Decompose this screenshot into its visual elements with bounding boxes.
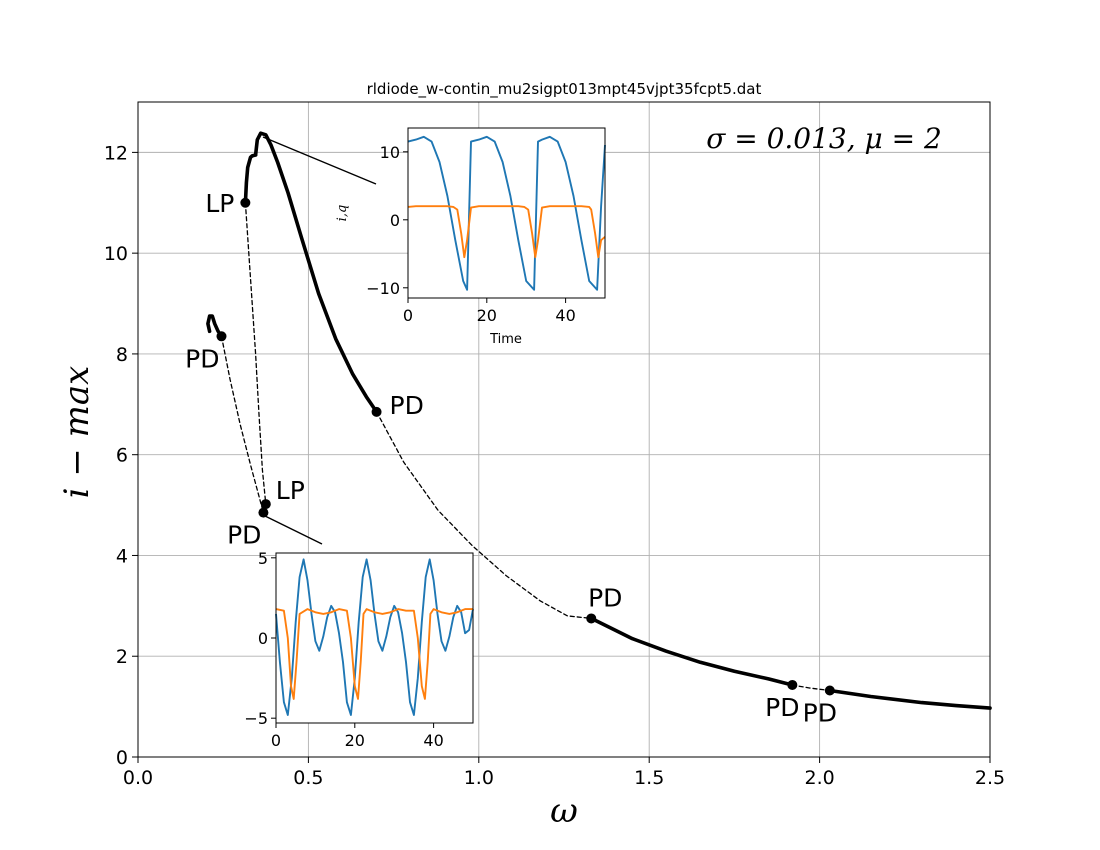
inset-y-tick-label: 5 (258, 549, 268, 568)
bifurcation-point-marker (260, 499, 271, 510)
unstable-branch-line (244, 202, 267, 505)
bifurcation-point-marker (371, 406, 382, 417)
inset-x-tick-label: 20 (477, 306, 497, 325)
y-tick-label: 2 (116, 646, 128, 668)
stable-branch-line (243, 153, 258, 205)
bifurcation-point-marker (216, 331, 227, 342)
inset-bottom-timeseries: 0 20 40 −505 (244, 549, 474, 750)
unstable-branch-line (375, 411, 592, 620)
parameter-annotation: σ = 0.013, μ = 2 (706, 122, 942, 155)
main-y-ticks: 0 2 4 6 8 10 12 (104, 142, 138, 769)
x-tick-label: 0.0 (123, 767, 153, 789)
y-tick-label: 10 (104, 243, 128, 265)
bifurcation-point-label: PD (803, 698, 837, 727)
bifurcation-point-label: PD (390, 391, 424, 420)
main-x-ticks: 0.0 0.5 1.0 1.5 2.0 2.5 (123, 757, 1005, 789)
bifurcation-point-marker (240, 197, 251, 208)
inset-bottom-connector (262, 514, 323, 545)
x-tick-label: 2.0 (804, 767, 834, 789)
x-tick-label: 2.5 (975, 767, 1005, 789)
bifurcation-point-marker (787, 679, 798, 690)
inset-y-tick-label: −5 (244, 709, 268, 728)
bifurcation-point-marker (258, 507, 269, 518)
bifurcation-point-label: PD (765, 693, 799, 722)
bifurcation-point-marker (586, 613, 597, 624)
inset-x-tick-label: 40 (555, 306, 575, 325)
inset-y-tick-label: 0 (390, 211, 400, 230)
inset-x-tick-label: 0 (271, 731, 281, 750)
inset-y-tick-label: 10 (380, 143, 400, 162)
y-tick-label: 0 (116, 747, 128, 769)
inset-top-plot-area (407, 135, 606, 291)
inset-bottom-x-ticks: 0 20 40 (271, 723, 444, 750)
main-axes-frame (137, 101, 991, 758)
y-tick-label: 6 (116, 445, 128, 467)
inset-y-tick-label: −10 (366, 279, 400, 298)
stable-branch-line (589, 616, 795, 687)
stable-branch-line (253, 131, 379, 414)
y-axis-label: i − max (57, 366, 97, 499)
inset-top-x-ticks: 0 20 40 (403, 298, 576, 325)
inset-series-line (407, 135, 606, 291)
bifurcation-point-label: LP (205, 189, 234, 218)
bifurcation-point-label: PD (588, 583, 622, 612)
bifurcation-point-label: LP (276, 476, 305, 505)
bifurcation-point-label: PD (185, 344, 219, 373)
inset-top-connector (262, 136, 377, 185)
bifurcation-point-marker (824, 685, 835, 696)
inset-x-tick-label: 40 (423, 731, 443, 750)
unstable-branch-line (220, 335, 265, 514)
inset-series-line (275, 608, 473, 700)
y-tick-label: 8 (116, 344, 128, 366)
inset-y-tick-label: 0 (258, 629, 268, 648)
inset-bottom-y-ticks: −5 0 5 (244, 549, 276, 728)
inset-top-y-ticks: −10 0 10 (366, 143, 408, 298)
stable-branch-line (206, 314, 224, 339)
inset-x-tick-label: 0 (403, 306, 413, 325)
inset-series-line (407, 205, 606, 259)
main-plot-area (206, 131, 992, 710)
x-tick-label: 1.0 (464, 767, 494, 789)
inset-top-y-label: i,q (335, 205, 350, 222)
stable-branch-line (828, 688, 992, 710)
inset-bottom-plot-area (275, 558, 474, 716)
inset-x-tick-label: 20 (345, 731, 365, 750)
y-tick-label: 12 (104, 142, 128, 164)
x-tick-label: 1.5 (634, 767, 664, 789)
x-axis-label: ω (550, 791, 578, 831)
inset-series-line (275, 558, 474, 716)
chart-title: rldiode_w-contin_mu2sigpt013mpt45vjpt35f… (367, 80, 762, 99)
bifurcation-point-label: PD (227, 521, 261, 550)
y-tick-label: 4 (116, 545, 128, 567)
unstable-branch-line (791, 684, 831, 692)
x-tick-label: 0.5 (293, 767, 323, 789)
inset-top-x-label: Time (489, 332, 522, 347)
